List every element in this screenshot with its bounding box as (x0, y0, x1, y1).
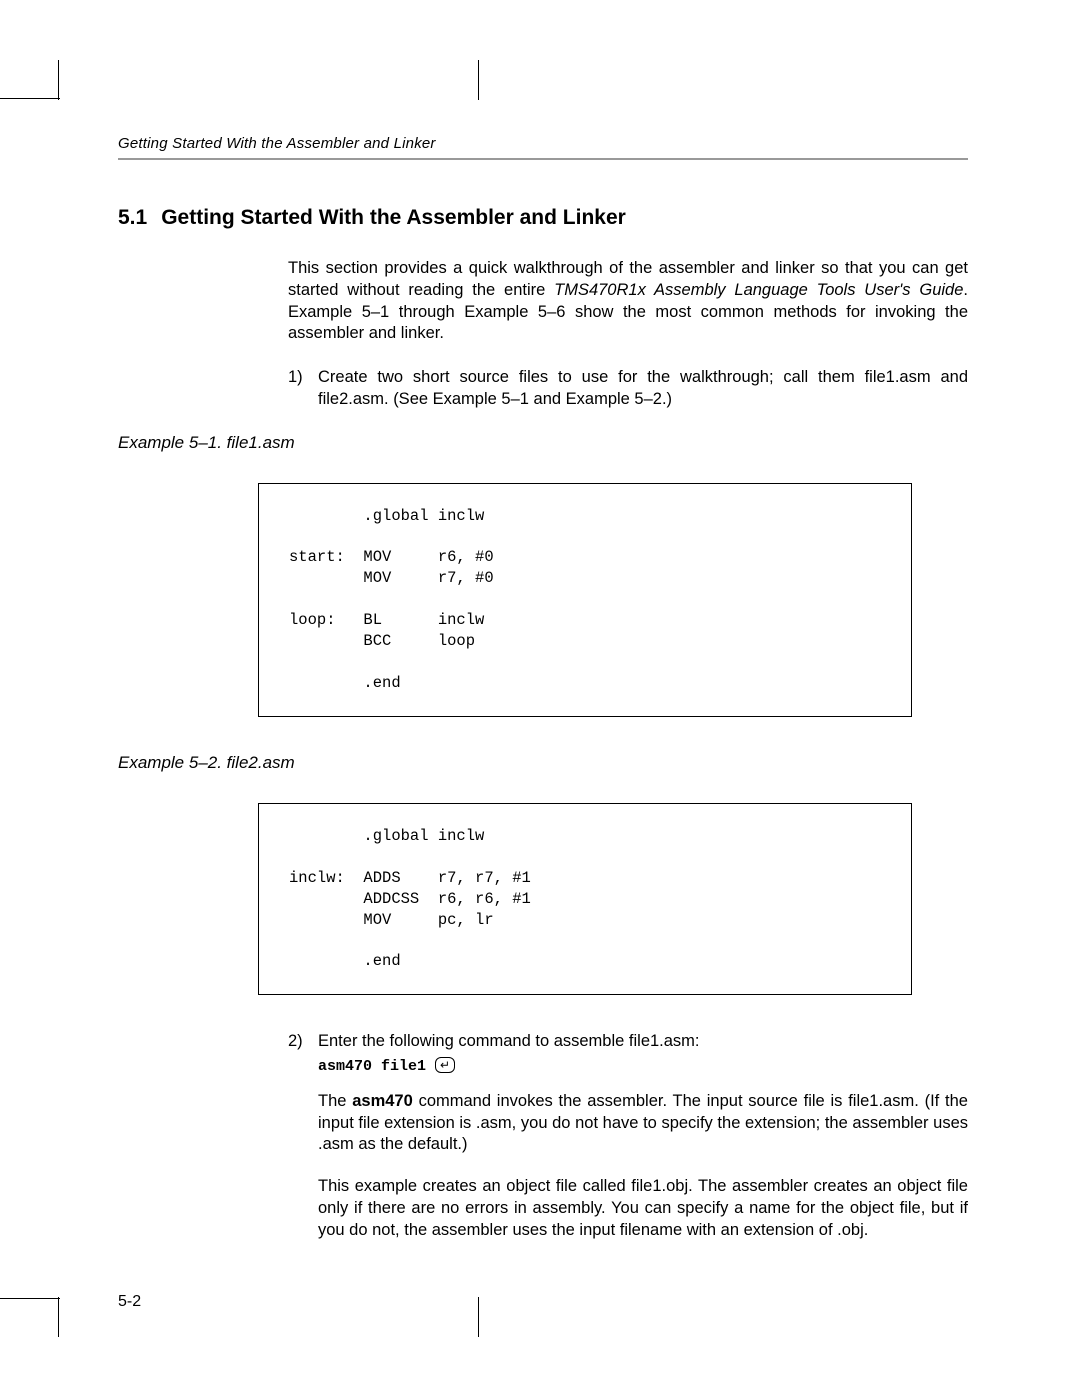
section-number: 5.1 (118, 206, 147, 229)
step-2-para2: The asm470 command invokes the assembler… (318, 1091, 968, 1156)
step-2-para3: This example creates an object file call… (318, 1176, 968, 1241)
step-1-number: 1) (288, 367, 318, 411)
crop-mark (478, 60, 479, 100)
intro-text-italic: TMS470R1x Assembly Language Tools User's… (554, 281, 963, 299)
header-rule (118, 158, 968, 160)
section-title: Getting Started With the Assembler and L… (161, 206, 626, 229)
p2bold: asm470 (352, 1092, 413, 1110)
command-text: asm470 file1 (318, 1058, 435, 1075)
p2b: command invokes the assembler. The input… (318, 1092, 968, 1154)
example-1-caption: Example 5–1. file1.asm (118, 433, 968, 453)
crop-mark (0, 1298, 60, 1299)
intro-paragraph: This section provides a quick walkthroug… (288, 258, 968, 345)
page-content: Getting Started With the Assembler and L… (118, 135, 968, 1270)
enter-key-icon: ↵ (435, 1057, 455, 1073)
example-2-code: .global inclw inclw: ADDS r7, r7, #1 ADD… (258, 803, 912, 995)
running-header: Getting Started With the Assembler and L… (118, 135, 968, 158)
step-2-text: Enter the following command to assemble … (318, 1031, 968, 1053)
step-2-body: Enter the following command to assemble … (318, 1031, 968, 1261)
step-2-command: asm470 file1 ↵ (318, 1057, 968, 1077)
step-2: 2) Enter the following command to assemb… (288, 1031, 968, 1261)
intro-block: This section provides a quick walkthroug… (288, 258, 968, 411)
step-1: 1) Create two short source files to use … (288, 367, 968, 411)
step-2-block: 2) Enter the following command to assemb… (288, 1031, 968, 1261)
step-1-text: Create two short source files to use for… (318, 367, 968, 411)
crop-mark (0, 98, 60, 99)
example-1-code: .global inclw start: MOV r6, #0 MOV r7, … (258, 483, 912, 717)
crop-mark (478, 1297, 479, 1337)
step-2-number: 2) (288, 1031, 318, 1261)
page-number: 5-2 (118, 1293, 141, 1311)
section-heading: 5.1 Getting Started With the Assembler an… (118, 206, 968, 230)
p2a: The (318, 1092, 352, 1110)
crop-mark (58, 1297, 59, 1337)
example-2-caption: Example 5–2. file2.asm (118, 753, 968, 773)
crop-mark (58, 60, 59, 100)
